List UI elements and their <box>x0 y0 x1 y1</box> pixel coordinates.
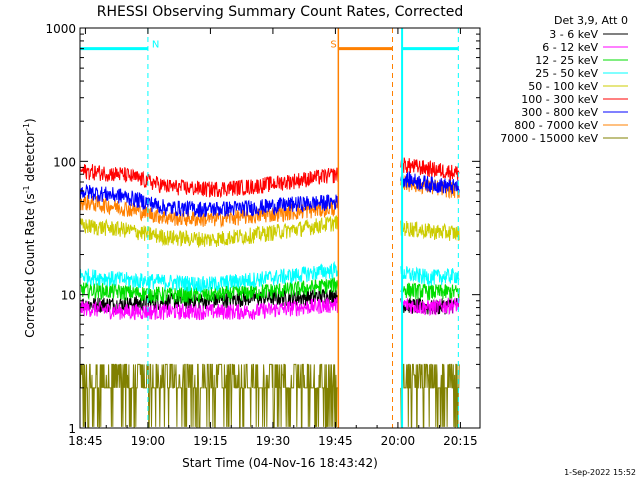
series-line <box>400 157 460 181</box>
legend-entry-label: 12 - 25 keV <box>535 54 598 67</box>
axis-ticks: 18:45 19:00 19:15 19:30 19:45 20:00 20:15 1 10 10… <box>45 22 480 448</box>
series-line <box>400 282 460 301</box>
legend-entry-label: 3 - 6 keV <box>549 28 598 41</box>
x-tick-label: 19:30 <box>256 434 291 448</box>
x-tick-label: 19:15 <box>193 434 228 448</box>
series-line <box>79 195 339 229</box>
legend-entry-label: 300 - 800 keV <box>521 106 598 119</box>
legend-entry-label: 100 - 300 keV <box>521 93 598 106</box>
series-line <box>79 363 339 428</box>
y-tick-label: 10 <box>61 289 76 303</box>
annotation-label: N <box>152 40 159 51</box>
series-line <box>400 171 460 195</box>
x-tick-label: 20:00 <box>381 434 416 448</box>
x-tick-label: 18:45 <box>68 434 103 448</box>
series-line <box>400 363 460 428</box>
y-tick-label: 100 <box>53 155 76 169</box>
y-tick-label: 1 <box>68 422 76 436</box>
series-line <box>79 184 339 218</box>
series-line <box>79 287 339 314</box>
series-line <box>400 219 460 241</box>
series-line <box>79 277 339 305</box>
x-tick-label: 20:15 <box>443 434 478 448</box>
plot-frame <box>79 27 481 429</box>
y-tick-label: 1000 <box>45 22 76 36</box>
footer-timestamp: 1-Sep-2022 15:52 <box>564 468 636 477</box>
legend-entry-label: 6 - 12 keV <box>542 41 598 54</box>
legend-entry-label: 25 - 50 keV <box>535 67 598 80</box>
series-line <box>79 215 339 248</box>
x-tick-label: 19:45 <box>318 434 353 448</box>
series-layer <box>79 157 460 428</box>
legend-entry-label: 800 - 7000 keV <box>514 119 598 132</box>
legend-entry-label: 7000 - 15000 keV <box>500 132 598 145</box>
annotation-label: S <box>330 40 336 51</box>
series-line <box>400 296 460 317</box>
legend-entry-label: 50 - 100 keV <box>528 80 598 93</box>
series-line <box>400 265 460 286</box>
x-tick-label: 19:00 <box>131 434 166 448</box>
chart-title: RHESSI Observing Summary Count Rates, Co… <box>97 4 463 20</box>
series-line <box>79 297 339 321</box>
legend-title: Det 3,9, Att 0 <box>554 14 628 27</box>
y-axis-label: Corrected Count Rate (s-1 detector-1) <box>22 118 37 337</box>
x-axis-label: Start Time (04-Nov-16 18:43:42) <box>182 456 378 470</box>
series-line <box>79 164 339 199</box>
series-line <box>79 260 339 294</box>
